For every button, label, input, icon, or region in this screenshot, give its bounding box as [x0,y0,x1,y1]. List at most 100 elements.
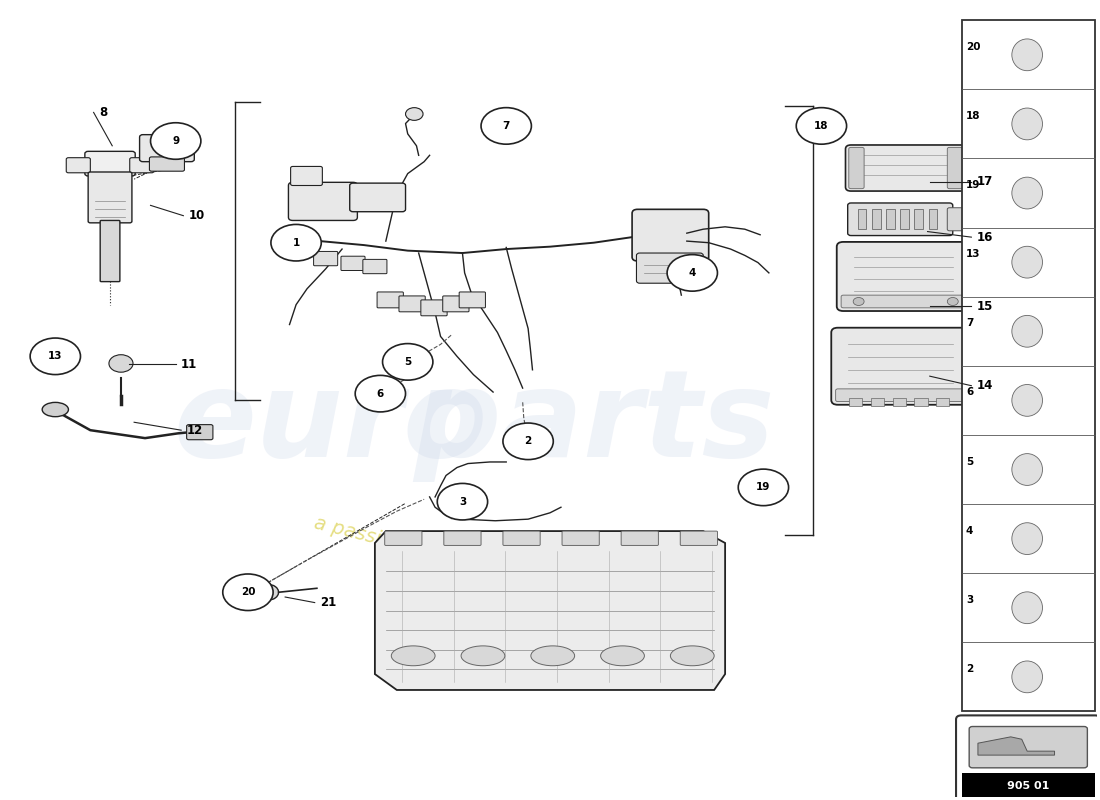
Text: 2: 2 [966,664,974,674]
Text: 7: 7 [966,318,974,328]
Text: 20: 20 [241,587,255,598]
Circle shape [947,298,958,306]
Text: 1: 1 [293,238,299,248]
FancyBboxPatch shape [140,134,195,162]
FancyBboxPatch shape [150,157,185,171]
Text: 6: 6 [966,387,974,398]
Text: 12: 12 [187,424,202,437]
FancyBboxPatch shape [130,158,154,173]
Text: euro: euro [174,366,488,482]
Text: 18: 18 [814,121,828,131]
Ellipse shape [1012,592,1043,624]
FancyBboxPatch shape [849,147,865,189]
FancyBboxPatch shape [363,259,387,274]
Text: 7: 7 [503,121,510,131]
Bar [936,398,949,406]
Bar [914,210,923,229]
Text: 2: 2 [525,436,531,446]
Circle shape [481,108,531,144]
FancyBboxPatch shape [187,425,213,440]
Circle shape [503,423,553,459]
Circle shape [223,574,273,610]
FancyBboxPatch shape [399,296,426,312]
FancyBboxPatch shape [846,145,966,191]
Ellipse shape [1012,315,1043,347]
Ellipse shape [461,646,505,666]
FancyBboxPatch shape [314,251,338,266]
Circle shape [438,483,487,520]
FancyBboxPatch shape [947,147,962,189]
Text: 15: 15 [977,300,993,313]
FancyBboxPatch shape [632,210,708,261]
Text: 11: 11 [182,358,197,370]
Circle shape [109,354,133,372]
FancyBboxPatch shape [290,166,322,186]
Polygon shape [978,737,1055,755]
FancyBboxPatch shape [350,183,406,212]
Text: 10: 10 [189,209,205,222]
Text: 5: 5 [404,357,411,367]
FancyBboxPatch shape [969,726,1088,768]
Text: parts: parts [412,366,774,482]
Ellipse shape [392,646,436,666]
Ellipse shape [1012,177,1043,209]
Bar [892,398,905,406]
Circle shape [406,108,424,120]
FancyBboxPatch shape [832,328,968,405]
FancyBboxPatch shape [459,292,485,308]
FancyBboxPatch shape [621,531,659,546]
Text: 4: 4 [689,268,696,278]
Ellipse shape [1012,385,1043,416]
FancyBboxPatch shape [377,292,404,308]
Text: 6: 6 [376,389,384,398]
Circle shape [854,298,865,306]
Text: 8: 8 [99,106,108,119]
Text: 4: 4 [966,526,974,536]
Ellipse shape [531,646,574,666]
Bar [872,210,880,229]
Text: 19: 19 [756,482,771,492]
Text: 20: 20 [966,42,980,52]
FancyBboxPatch shape [100,221,120,282]
Ellipse shape [1012,661,1043,693]
FancyBboxPatch shape [85,151,135,176]
FancyBboxPatch shape [837,242,968,311]
Circle shape [667,254,717,291]
Polygon shape [375,531,725,690]
Circle shape [383,343,433,380]
Text: 9: 9 [172,136,179,146]
Text: 16: 16 [977,230,993,244]
Text: a passion for parts since 1985: a passion for parts since 1985 [311,514,602,604]
Ellipse shape [1012,522,1043,554]
FancyBboxPatch shape [443,531,481,546]
Text: 13: 13 [48,351,63,362]
Circle shape [151,122,201,159]
FancyBboxPatch shape [88,172,132,223]
Circle shape [30,338,80,374]
FancyBboxPatch shape [503,531,540,546]
Ellipse shape [601,646,645,666]
FancyBboxPatch shape [956,715,1100,800]
Ellipse shape [670,646,714,666]
Bar [928,210,937,229]
FancyBboxPatch shape [66,158,90,173]
Text: 14: 14 [977,379,993,392]
Text: 3: 3 [966,595,974,605]
Circle shape [796,108,847,144]
Ellipse shape [1012,108,1043,140]
Text: 905 01: 905 01 [1008,781,1049,791]
Bar [858,210,867,229]
Bar [914,398,927,406]
Ellipse shape [1012,39,1043,70]
Bar [900,210,909,229]
Bar [871,398,883,406]
FancyBboxPatch shape [562,531,600,546]
Text: 5: 5 [966,457,974,466]
FancyBboxPatch shape [848,203,953,235]
FancyBboxPatch shape [680,531,717,546]
FancyBboxPatch shape [421,300,447,316]
Ellipse shape [42,402,68,417]
FancyBboxPatch shape [842,295,964,308]
FancyBboxPatch shape [341,256,365,270]
Circle shape [256,584,278,600]
